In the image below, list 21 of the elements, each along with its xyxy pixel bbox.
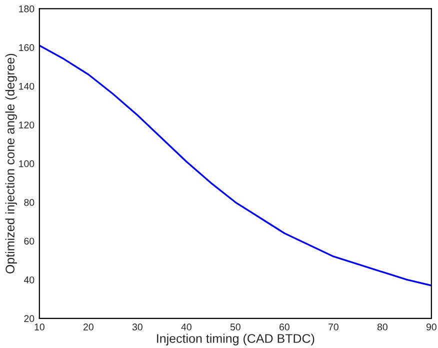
x-axis-title: Injection timing (CAD BTDC)	[157, 334, 314, 346]
x-tick-label: 30	[132, 324, 142, 330]
y-tick-label: 120	[19, 122, 34, 128]
x-tick-label: 20	[84, 324, 94, 330]
x-tick-label: 40	[181, 324, 192, 330]
y-tick-label: 60	[24, 238, 34, 245]
y-tick-label: 20	[24, 315, 34, 322]
y-axis-title: Optimized injection cone angle (degree)	[5, 54, 17, 274]
x-tick-label: 80	[377, 324, 388, 330]
y-tick-label: 40	[24, 276, 34, 284]
y-tick-label: 140	[19, 82, 34, 90]
y-tick-label: 180	[19, 5, 34, 12]
x-tick-label: 50	[230, 324, 240, 330]
x-tick-label: 60	[280, 324, 290, 330]
x-tick-label: 90	[426, 324, 436, 330]
y-tick-label: 160	[19, 44, 34, 52]
x-tick-label: 70	[328, 324, 338, 330]
y-tick-label: 100	[19, 160, 34, 168]
x-tick-label: 10	[34, 324, 44, 330]
y-tick-label: 80	[24, 199, 34, 206]
line-series	[39, 44, 432, 286]
